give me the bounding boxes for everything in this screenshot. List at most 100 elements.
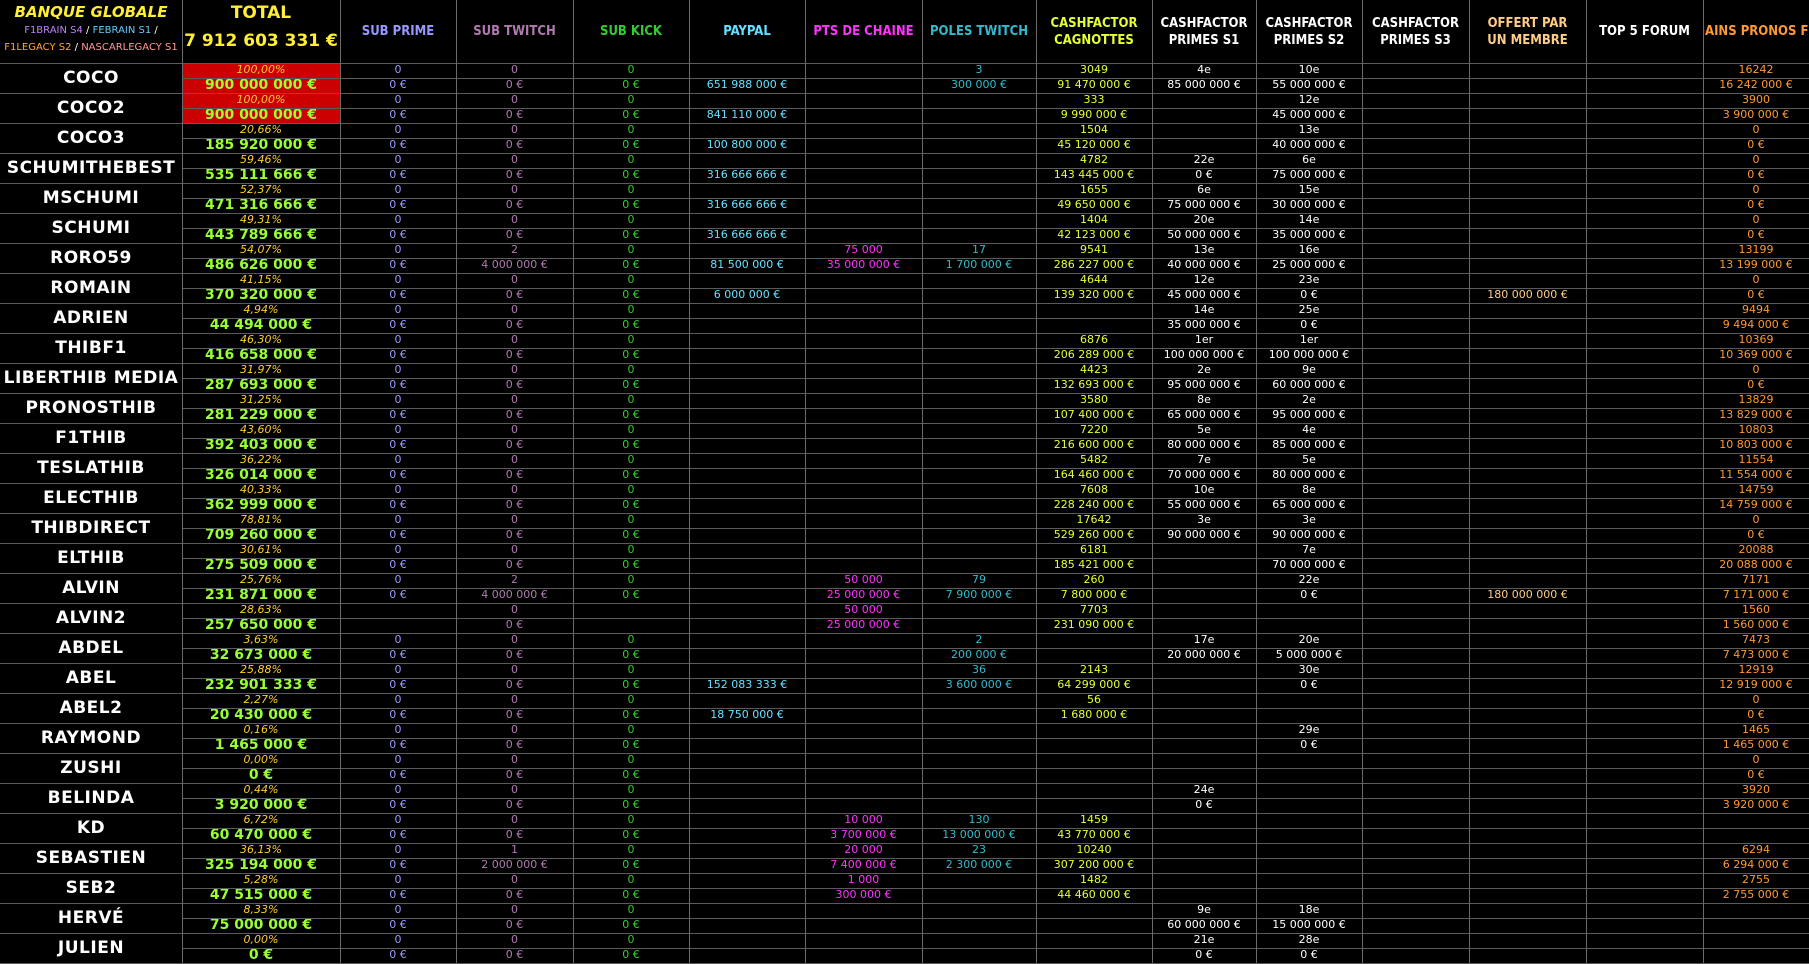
cell-subtwitch-count: 0 (511, 753, 518, 766)
column-header-primes2[interactable]: CASHFACTOR PRIMES S2 (1256, 0, 1362, 63)
cell-subkick-count: 0 (627, 783, 635, 796)
cell-pts-value (805, 708, 922, 723)
subrow-divider (182, 438, 1809, 439)
row-name[interactable]: THIBF1 (55, 337, 127, 358)
row-name[interactable]: SEBASTIEN (35, 847, 147, 868)
cell-pts-value (805, 288, 922, 303)
column-header-primes1[interactable]: CASHFACTOR PRIMES S1 (1152, 0, 1256, 63)
column-header-label: CAGNOTTES (1054, 32, 1134, 48)
row-name[interactable]: KD (76, 817, 106, 838)
cell-subtwitch-count: 0 (511, 363, 518, 376)
column-header-cashfactor[interactable]: CASHFACTOR CAGNOTTES (1036, 0, 1152, 63)
cell-gains-count (1703, 933, 1809, 948)
cell-subprime-count: 0 (394, 633, 402, 646)
cell-offert-count (1469, 333, 1586, 348)
row-name[interactable]: COCO2 (56, 97, 126, 118)
cell-gains-value: 20 088 000 € (1719, 558, 1793, 571)
row-name[interactable]: SCHUMITHEBEST (6, 157, 176, 178)
cell-paypal-value (689, 918, 805, 933)
cell-subkick-value: 0 € (622, 708, 640, 721)
cell-top5-count (1586, 903, 1703, 918)
cell-primes1-count: 17e (1193, 633, 1215, 646)
cell-cashfactor-value: 44 460 000 € (1057, 888, 1131, 901)
row-name[interactable]: COCO3 (56, 127, 126, 148)
cell-primes2-value: 100 000 000 € (1268, 348, 1350, 361)
column-header-top5[interactable]: TOP 5 FORUM (1586, 0, 1703, 63)
row-name[interactable]: RORO59 (50, 247, 132, 268)
column-header-label: PRIMES S1 (1168, 32, 1240, 48)
row-name[interactable]: ADRIEN (53, 307, 129, 328)
cell-subtwitch-value: 0 € (505, 348, 524, 361)
row-name[interactable]: THIBDIRECT (31, 517, 151, 538)
cell-cashfactor-count: 3580 (1080, 393, 1108, 406)
cell-offert-count (1469, 903, 1586, 918)
column-header-poles[interactable]: POLES TWITCH (922, 0, 1036, 63)
column-header-pts[interactable]: PTS DE CHAINE (805, 0, 922, 63)
row-name[interactable]: ELECTHIB (43, 487, 139, 508)
row-total: 362 999 000 € (204, 498, 318, 513)
cell-gains-value: 0 € (1747, 168, 1765, 181)
row-name[interactable]: ABEL2 (59, 697, 123, 718)
column-header-subkick[interactable]: SUB KICK (573, 0, 689, 63)
cell-primes3-count (1362, 573, 1469, 588)
row-name[interactable]: TESLATHIB (37, 457, 145, 478)
row-name[interactable]: SEB2 (65, 877, 117, 898)
row-name[interactable]: ABDEL (58, 637, 124, 658)
cell-gains-count: 7171 (1742, 573, 1770, 586)
row-name[interactable]: SCHUMI (51, 217, 131, 238)
row-name[interactable]: ZUSHI (60, 757, 122, 778)
cell-subprime-value: 0 € (389, 678, 407, 691)
cell-cashfactor-value: 7 800 000 € (1060, 588, 1128, 601)
cell-paypal-value: 316 666 666 € (706, 168, 788, 181)
cell-paypal-value (689, 888, 805, 903)
row-percent: 78,81% (240, 513, 282, 526)
row-percent: 25,88% (240, 663, 282, 676)
cell-offert-count (1469, 273, 1586, 288)
row-percent: 28,63% (240, 603, 282, 616)
row-name[interactable]: HERVÉ (57, 907, 125, 928)
cell-subtwitch-value: 0 € (505, 528, 524, 541)
column-header-gains[interactable]: GAINS PRONOS F1 (1703, 0, 1809, 63)
cell-paypal-value: 6 000 000 € (713, 288, 781, 301)
row-percent: 4,94% (243, 303, 279, 316)
row-name[interactable]: RAYMOND (40, 727, 142, 748)
row-name[interactable]: ABEL (65, 667, 117, 688)
cell-paypal-value (689, 378, 805, 393)
row-name[interactable]: JULIEN (57, 937, 125, 958)
cell-subtwitch-value: 0 € (505, 78, 524, 91)
row-name[interactable]: LIBERTHIB MEDIA (3, 367, 179, 388)
cell-gains-value: 11 554 000 € (1719, 468, 1793, 481)
row-name[interactable]: F1THIB (55, 427, 127, 448)
column-header-subprime[interactable]: SUB PRIME (340, 0, 456, 63)
cell-paypal-count (689, 63, 805, 78)
row-name[interactable]: ALVIN2 (55, 607, 127, 628)
subrow-divider (182, 138, 1809, 139)
row-name[interactable]: ALVIN (62, 577, 120, 598)
row-name[interactable]: ELTHIB (57, 547, 125, 568)
column-header-label: PTS DE CHAINE (813, 24, 914, 39)
cell-subprime-value: 0 € (389, 558, 407, 571)
row-name[interactable]: BELINDA (47, 787, 135, 808)
cell-primes2-value: 75 000 000 € (1272, 168, 1346, 181)
row-name[interactable]: MSCHUMI (42, 187, 140, 208)
cell-top5-value (1586, 468, 1703, 483)
cell-subtwitch-value: 0 € (505, 168, 524, 181)
cell-cashfactor-value (1036, 768, 1152, 783)
cell-subkick-count: 0 (627, 393, 635, 406)
column-header-paypal[interactable]: PAYPAL (689, 0, 805, 63)
cell-primes2-count: 3e (1302, 513, 1316, 526)
total-label: TOTAL (230, 3, 292, 23)
cell-primes2-count: 6e (1302, 153, 1316, 166)
column-header-primes3[interactable]: CASHFACTOR PRIMES S3 (1362, 0, 1469, 63)
row-percent: 31,25% (240, 393, 282, 406)
cell-cashfactor-value (1036, 948, 1152, 963)
column-header-offert[interactable]: OFFERT PAR UN MEMBRE (1469, 0, 1586, 63)
row-name[interactable]: ROMAIN (50, 277, 132, 298)
column-header-subtwitch[interactable]: SUB TWITCH (456, 0, 573, 63)
row-name[interactable]: PRONOSTHIB (25, 397, 157, 418)
cell-primes3-value (1362, 588, 1469, 603)
row-name[interactable]: COCO (63, 67, 119, 88)
cell-primes2-count: 2e (1302, 393, 1316, 406)
column-divider (1036, 0, 1037, 963)
cell-gains-count: 10369 (1738, 333, 1774, 346)
